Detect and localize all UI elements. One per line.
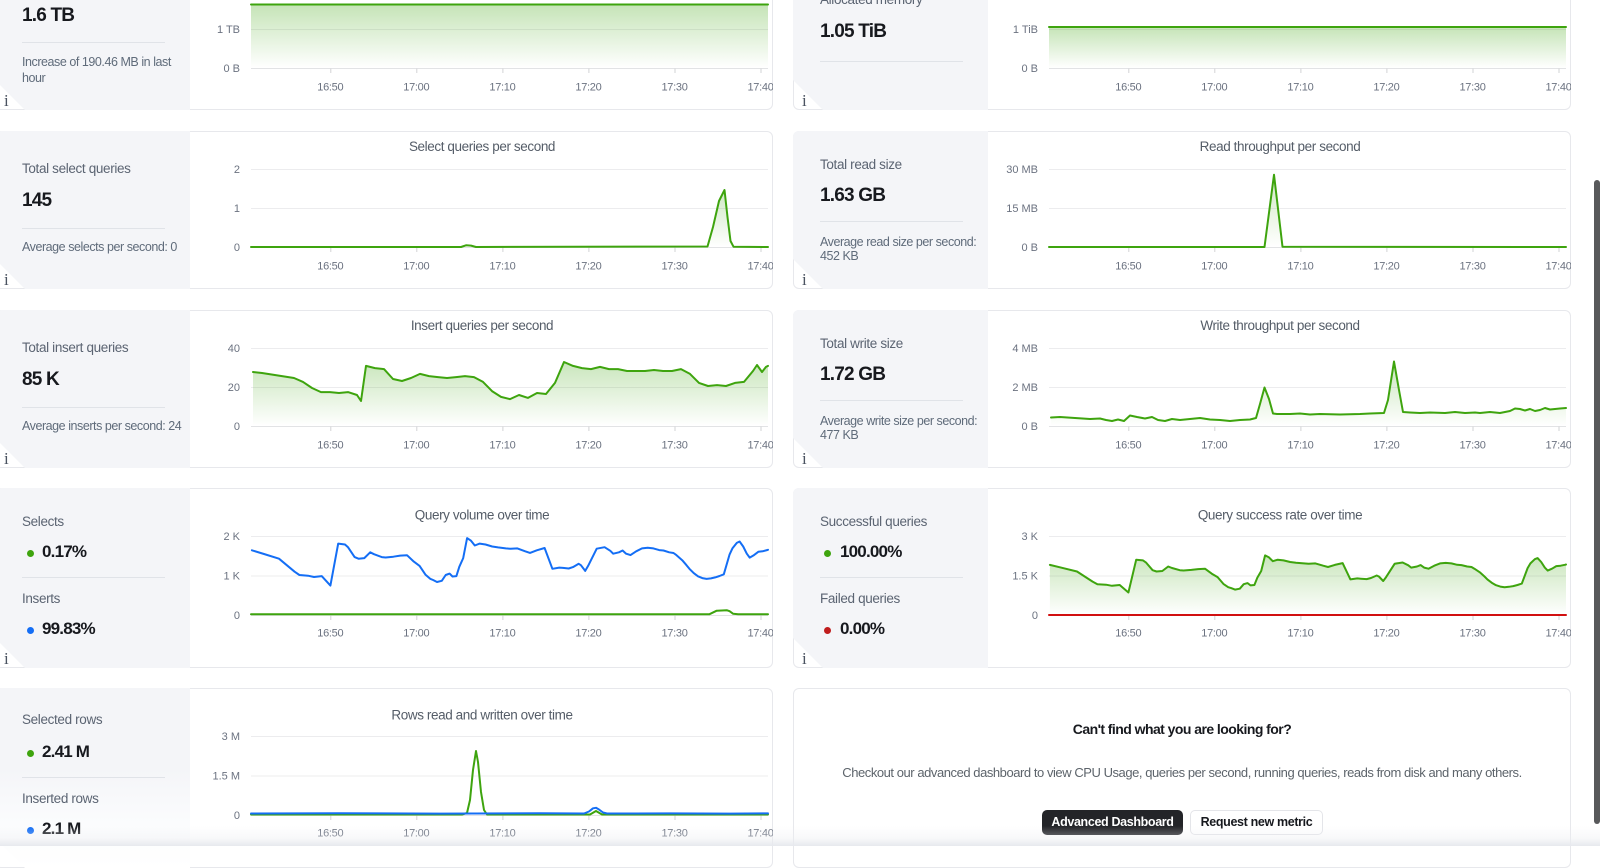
- svg-text:Rows read and written over tim: Rows read and written over time: [391, 708, 572, 723]
- svg-text:16:50: 16:50: [1115, 627, 1141, 639]
- svg-text:Query success rate over time: Query success rate over time: [1198, 508, 1362, 523]
- svg-text:17:20: 17:20: [1373, 81, 1399, 93]
- svg-text:3 K: 3 K: [1021, 531, 1038, 543]
- svg-text:17:00: 17:00: [403, 439, 429, 451]
- svg-text:17:00: 17:00: [1201, 260, 1227, 272]
- svg-text:15 MB: 15 MB: [1006, 203, 1038, 215]
- svg-text:1: 1: [234, 203, 240, 215]
- svg-text:17:20: 17:20: [575, 439, 601, 451]
- svg-text:0: 0: [1032, 610, 1038, 622]
- svg-text:0: 0: [234, 242, 240, 254]
- svg-text:16:50: 16:50: [1115, 81, 1141, 93]
- svg-text:17:10: 17:10: [1287, 81, 1313, 93]
- svg-text:17:20: 17:20: [1373, 439, 1399, 451]
- svg-text:17:30: 17:30: [1459, 439, 1485, 451]
- svg-text:17:30: 17:30: [1459, 260, 1485, 272]
- svg-text:0 B: 0 B: [1021, 63, 1038, 75]
- svg-text:17:10: 17:10: [1287, 439, 1313, 451]
- svg-text:4 MB: 4 MB: [1012, 343, 1038, 355]
- svg-text:17:00: 17:00: [1201, 627, 1227, 639]
- svg-text:17:00: 17:00: [403, 81, 429, 93]
- svg-text:17:10: 17:10: [489, 81, 515, 93]
- svg-text:17:10: 17:10: [1287, 260, 1313, 272]
- svg-text:17:30: 17:30: [661, 439, 687, 451]
- svg-text:17:30: 17:30: [661, 81, 687, 93]
- svg-text:1 K: 1 K: [223, 571, 240, 583]
- svg-text:17:10: 17:10: [489, 260, 515, 272]
- svg-text:17:40: 17:40: [747, 260, 773, 272]
- svg-text:16:50: 16:50: [317, 627, 343, 639]
- svg-text:0: 0: [234, 610, 240, 622]
- svg-text:17:10: 17:10: [489, 439, 515, 451]
- svg-text:16:50: 16:50: [317, 439, 343, 451]
- svg-text:17:10: 17:10: [489, 627, 515, 639]
- svg-text:20: 20: [228, 382, 240, 394]
- svg-text:0 B: 0 B: [1021, 242, 1038, 254]
- svg-text:17:40: 17:40: [1545, 627, 1571, 639]
- svg-text:16:50: 16:50: [1115, 439, 1141, 451]
- svg-text:17:00: 17:00: [403, 260, 429, 272]
- svg-text:17:30: 17:30: [661, 627, 687, 639]
- svg-text:2 MB: 2 MB: [1012, 382, 1038, 394]
- svg-text:0: 0: [234, 810, 240, 822]
- svg-text:1.5 K: 1.5 K: [1012, 571, 1038, 583]
- svg-text:17:10: 17:10: [1287, 627, 1313, 639]
- svg-text:17:20: 17:20: [575, 260, 601, 272]
- svg-text:17:00: 17:00: [1201, 439, 1227, 451]
- svg-text:16:50: 16:50: [317, 260, 343, 272]
- svg-text:17:30: 17:30: [1459, 627, 1485, 639]
- svg-text:17:40: 17:40: [747, 627, 773, 639]
- svg-text:17:20: 17:20: [1373, 627, 1399, 639]
- svg-text:30 MB: 30 MB: [1006, 164, 1038, 176]
- svg-text:16:50: 16:50: [1115, 260, 1141, 272]
- svg-text:17:40: 17:40: [1545, 260, 1571, 272]
- svg-text:3 M: 3 M: [222, 731, 240, 743]
- svg-text:Query volume over time: Query volume over time: [415, 508, 550, 523]
- svg-text:17:00: 17:00: [1201, 81, 1227, 93]
- svg-text:0: 0: [234, 421, 240, 433]
- svg-text:16:50: 16:50: [317, 81, 343, 93]
- svg-text:17:40: 17:40: [747, 81, 773, 93]
- svg-text:1 TB: 1 TB: [217, 24, 240, 36]
- svg-text:2: 2: [234, 164, 240, 176]
- svg-text:17:00: 17:00: [403, 627, 429, 639]
- svg-text:17:40: 17:40: [1545, 81, 1571, 93]
- svg-text:Select queries per second: Select queries per second: [409, 139, 555, 154]
- svg-text:Insert queries per second: Insert queries per second: [411, 318, 553, 333]
- svg-text:40: 40: [228, 343, 240, 355]
- svg-text:17:30: 17:30: [661, 260, 687, 272]
- svg-text:17:40: 17:40: [1545, 439, 1571, 451]
- svg-text:Read throughput per second: Read throughput per second: [1200, 139, 1361, 154]
- svg-text:17:30: 17:30: [1459, 81, 1485, 93]
- svg-text:17:20: 17:20: [1373, 260, 1399, 272]
- svg-text:2 K: 2 K: [223, 531, 240, 543]
- svg-text:17:20: 17:20: [575, 627, 601, 639]
- svg-text:0 B: 0 B: [1021, 421, 1038, 433]
- svg-text:0 B: 0 B: [223, 63, 240, 75]
- svg-text:1.5 M: 1.5 M: [212, 771, 240, 783]
- svg-text:17:40: 17:40: [747, 439, 773, 451]
- svg-text:1 TiB: 1 TiB: [1013, 24, 1038, 36]
- svg-text:Write throughput per second: Write throughput per second: [1200, 318, 1359, 333]
- svg-text:17:20: 17:20: [575, 81, 601, 93]
